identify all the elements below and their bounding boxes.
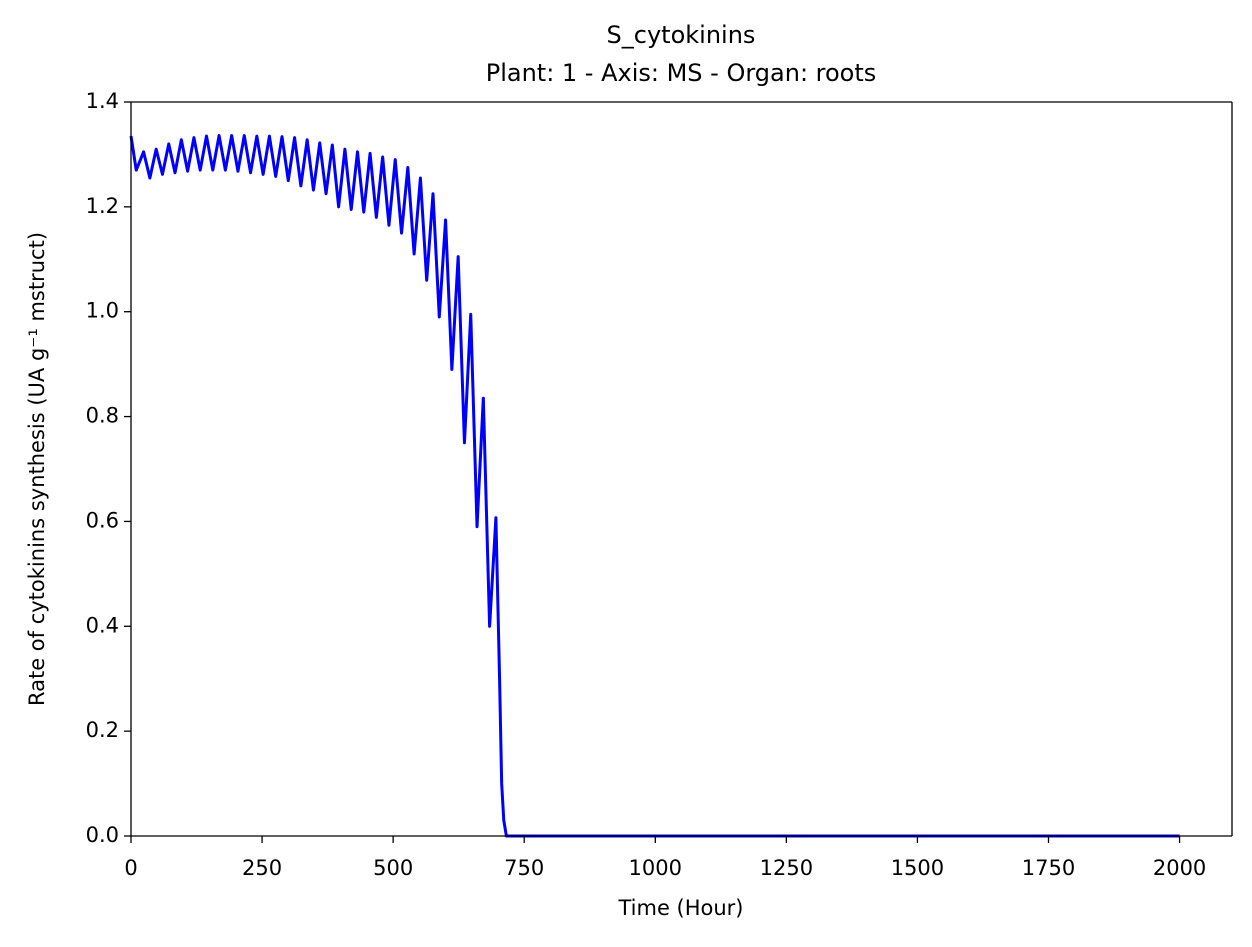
y-tick-label: 0.6	[86, 508, 119, 532]
x-tick-label: 2000	[1153, 856, 1206, 880]
x-tick-label: 1250	[760, 856, 813, 880]
chart-subtitle: Plant: 1 - Axis: MS - Organ: roots	[486, 59, 877, 87]
x-axis-label: Time (Hour)	[617, 896, 743, 920]
x-tick-label: 1500	[891, 856, 944, 880]
y-tick-label: 1.4	[86, 89, 119, 113]
x-tick-label: 250	[242, 856, 282, 880]
x-tick-label: 750	[504, 856, 544, 880]
y-tick-label: 0.0	[86, 823, 119, 847]
x-tick-label: 1000	[629, 856, 682, 880]
y-tick-label: 1.0	[86, 299, 119, 323]
y-tick-label: 0.2	[86, 718, 119, 742]
chart-title: S_cytokinins	[607, 21, 756, 49]
x-tick-label: 500	[373, 856, 413, 880]
x-tick-label: 1750	[1022, 856, 1075, 880]
y-axis-label: Rate of cytokinins synthesis (UA g⁻¹ mst…	[25, 232, 49, 706]
x-tick-label: 0	[124, 856, 137, 880]
y-tick-label: 1.2	[86, 194, 119, 218]
data-line	[129, 134, 1180, 838]
y-tick-label: 0.8	[86, 404, 119, 428]
plot-area	[129, 134, 1180, 838]
y-tick-label: 0.4	[86, 613, 119, 637]
